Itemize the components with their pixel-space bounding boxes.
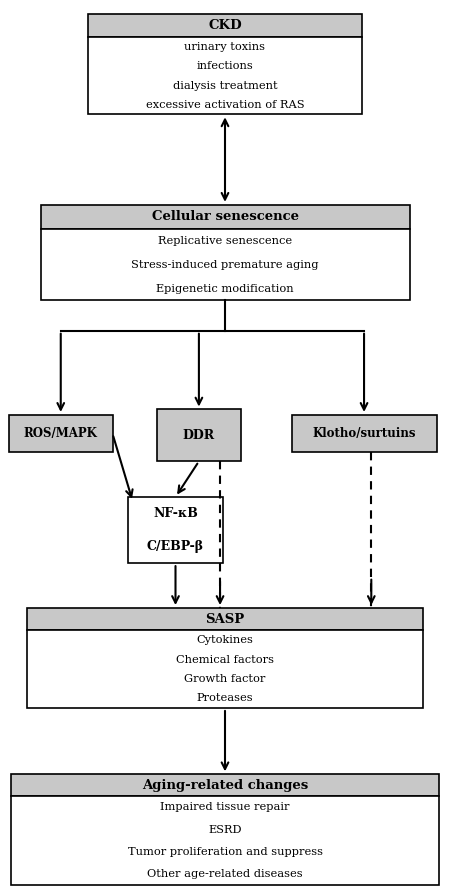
Text: Proteases: Proteases bbox=[197, 694, 253, 704]
Text: DDR: DDR bbox=[183, 429, 215, 442]
Text: excessive activation of RAS: excessive activation of RAS bbox=[146, 100, 304, 110]
Bar bbox=[9, 415, 112, 452]
Bar bbox=[27, 630, 423, 708]
Bar bbox=[11, 797, 439, 885]
Bar bbox=[11, 774, 439, 797]
Bar bbox=[88, 38, 362, 114]
Text: Cytokines: Cytokines bbox=[197, 635, 253, 645]
Bar bbox=[88, 14, 362, 38]
Text: dialysis treatment: dialysis treatment bbox=[173, 80, 277, 90]
Text: Epigenetic modification: Epigenetic modification bbox=[156, 283, 294, 293]
Text: Other age-related diseases: Other age-related diseases bbox=[147, 869, 303, 879]
Bar bbox=[157, 409, 241, 461]
Text: Impaired tissue repair: Impaired tissue repair bbox=[160, 803, 290, 813]
Text: C/EBP-β: C/EBP-β bbox=[147, 540, 204, 553]
Text: CKD: CKD bbox=[208, 20, 242, 32]
Text: Tumor proliferation and suppress: Tumor proliferation and suppress bbox=[127, 847, 323, 856]
Text: infections: infections bbox=[197, 62, 253, 72]
Text: SASP: SASP bbox=[205, 612, 245, 626]
Text: ESRD: ESRD bbox=[208, 824, 242, 835]
Bar bbox=[40, 205, 410, 229]
Text: Klotho/surtuins: Klotho/surtuins bbox=[312, 427, 416, 440]
Text: Aging-related changes: Aging-related changes bbox=[142, 779, 308, 792]
Text: Chemical factors: Chemical factors bbox=[176, 654, 274, 664]
Text: Cellular senescence: Cellular senescence bbox=[152, 210, 298, 224]
Text: NF-κB: NF-κB bbox=[153, 507, 198, 520]
Text: urinary toxins: urinary toxins bbox=[184, 42, 266, 52]
Text: ROS/MAPK: ROS/MAPK bbox=[24, 427, 98, 440]
Text: Replicative senescence: Replicative senescence bbox=[158, 236, 292, 246]
Bar bbox=[128, 497, 223, 563]
Bar bbox=[40, 229, 410, 300]
Bar bbox=[27, 608, 423, 630]
Text: Growth factor: Growth factor bbox=[184, 674, 266, 684]
Text: Stress-induced premature aging: Stress-induced premature aging bbox=[131, 260, 319, 270]
Bar bbox=[292, 415, 436, 452]
